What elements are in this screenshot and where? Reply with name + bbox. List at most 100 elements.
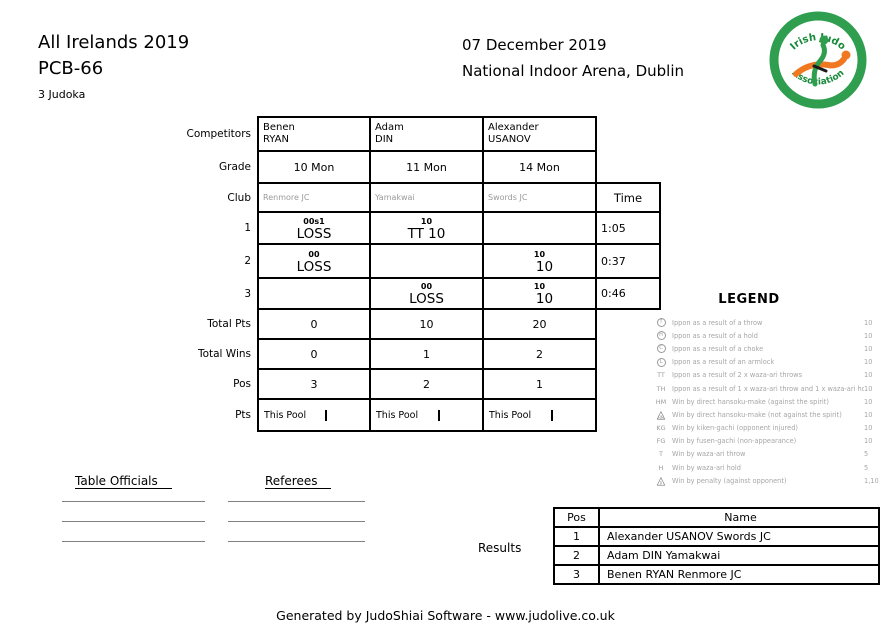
signature-line — [62, 521, 205, 522]
grade-2: 11 Mon — [369, 150, 484, 184]
match-3-cell-1 — [257, 277, 371, 310]
match-1-cell-1: 00s1 LOSS — [257, 211, 371, 245]
row-label-match-1: 1 — [244, 222, 251, 234]
legend-item: HM Win by direct hansoku-make (against th… — [650, 395, 890, 408]
row-label-total-wins: Total Wins — [197, 348, 251, 360]
legend-item: H Win by waza-ari hold 5 — [650, 461, 890, 474]
match-1-cell-2: 10 TT 10 — [369, 211, 484, 245]
legend-item: TH Ippon as a result of 1 x waza-ari thro… — [650, 382, 890, 395]
results-header-name: Name — [598, 507, 880, 528]
total-wins-3: 2 — [482, 338, 597, 370]
pts-row: Pts This Pool This Pool This Pool — [186, 398, 660, 432]
legend-item: KG Win by kiken-gachi (opponent injured) 1… — [650, 422, 890, 435]
match-2-time: 0:37 — [595, 243, 661, 279]
ippon-throw-icon: T — [656, 318, 666, 328]
pts-2: This Pool — [369, 398, 484, 432]
match-row-2: 2 00 LOSS 10 10 0:37 — [186, 243, 661, 279]
pos-3: 1 — [482, 368, 597, 400]
row-label-club: Club — [227, 191, 251, 204]
match-1-cell-3 — [482, 211, 597, 245]
grade-3: 14 Mon — [482, 150, 597, 184]
signature-line — [228, 501, 365, 502]
ippon-choke-icon: C — [656, 344, 666, 354]
total-pts-3: 20 — [482, 308, 597, 340]
pool-table: Competitors Benen RYAN Adam DIN Alexander U… — [186, 116, 661, 432]
event-date: 07 December 2019 — [462, 36, 607, 54]
legend-item: L Ippon as a result of an armlock 10 — [650, 356, 890, 369]
throw-hold-symbol: TH — [656, 384, 666, 393]
match-row-1: 1 00s1 LOSS 10 TT 10 1:05 — [186, 211, 661, 245]
competitor-name-3: Alexander USANOV — [482, 116, 597, 152]
match-1-time: 1:05 — [595, 211, 661, 245]
grade-row: Grade 10 Mon 11 Mon 14 Mon — [186, 150, 660, 184]
fusen-gachi-symbol: FG — [656, 437, 666, 446]
legend-item: H Ippon as a result of a hold 10 — [650, 329, 890, 342]
pos-1: 3 — [257, 368, 371, 400]
page-title: All Irelands 2019 — [38, 32, 190, 53]
club-1: Renmore JC — [257, 182, 371, 213]
competitors-row: Competitors Benen RYAN Adam DIN Alexander U… — [186, 116, 660, 152]
total-wins-1: 0 — [257, 338, 371, 370]
match-2-cell-2 — [369, 243, 484, 279]
legend: LEGEND T Ippon as a result of a throw 10 H… — [650, 292, 890, 487]
row-label-competitors: Competitors — [186, 128, 251, 140]
signature-line — [228, 521, 365, 522]
results-row-3: 3 Benen RYAN Renmore JC — [553, 564, 880, 585]
legend-item: FG Win by fusen-gachi (non-appearance) 10 — [650, 435, 890, 448]
club-row: Club Renmore JC Yamakwai Swords JC Time — [186, 182, 661, 213]
hansoku-make-symbol: HM — [655, 397, 667, 406]
total-pts-row: Total Pts 0 10 20 — [186, 308, 660, 340]
legend-item: C Ippon as a result of a choke 10 — [650, 342, 890, 355]
ippon-armlock-icon: L — [656, 357, 666, 367]
event-venue: National Indoor Arena, Dublin — [462, 62, 684, 80]
kiken-gachi-symbol: KG — [656, 424, 666, 433]
grade-1: 10 Mon — [257, 150, 371, 184]
row-label-match-3: 3 — [244, 287, 251, 300]
match-2-cell-1: 00 LOSS — [257, 243, 371, 279]
row-label-total-pts: Total Pts — [207, 318, 251, 330]
hold-square-icon — [525, 296, 534, 304]
row-label-pos: Pos — [233, 378, 251, 390]
ippon-hold-icon: H — [656, 331, 666, 341]
pts-1: This Pool — [257, 398, 371, 432]
results-row-1: 1 Alexander USANOV Swords JC — [553, 526, 880, 547]
signature-line — [62, 501, 205, 502]
hold-square-icon — [525, 263, 534, 272]
total-pts-1: 0 — [257, 308, 371, 340]
penalty-triangle-icon: △ P — [656, 473, 666, 487]
footer-credit: Generated by JudoShiai Software - www.ju… — [276, 608, 615, 623]
waza-ari-hold-symbol: H — [658, 463, 664, 472]
total-pts-2: 10 — [369, 308, 484, 340]
waza-ari-throw-symbol: T — [659, 450, 663, 459]
category-title: PCB-66 — [38, 58, 104, 79]
time-column-header: Time — [595, 182, 661, 213]
pos-2: 2 — [369, 368, 484, 400]
pts-3: This Pool — [482, 398, 597, 432]
match-row-3: 3 00 LOSS 10 10 0:46 — [186, 277, 661, 310]
irish-judo-association-logo-icon: Irish Judo Association — [769, 11, 867, 109]
results-header-pos: Pos — [553, 507, 600, 528]
match-3-time: 0:46 — [595, 277, 661, 310]
legend-title: LEGEND — [718, 292, 780, 307]
legend-item: T Ippon as a result of a throw 10 — [650, 316, 890, 329]
row-label-grade: Grade — [218, 161, 251, 173]
row-label-pts: Pts — [235, 409, 251, 421]
hansoku-make-triangle-icon: △ HM — [656, 407, 666, 421]
signature-line — [62, 541, 205, 542]
match-3-cell-2: 00 LOSS — [369, 277, 484, 310]
match-2-cell-3: 10 10 — [482, 243, 597, 279]
legend-item: T Win by waza-ari throw 5 — [650, 448, 890, 461]
competitor-name-2: Adam DIN — [369, 116, 484, 152]
legend-item: △ HM Win by direct hansoku-make (not again… — [650, 408, 890, 421]
row-label-match-2: 2 — [244, 255, 251, 267]
total-wins-2: 1 — [369, 338, 484, 370]
club-3: Swords JC — [482, 182, 597, 213]
legend-item: △ P Win by penalty (against opponent) 1,10 — [650, 474, 890, 487]
legend-item: TT Ippon as a result of 2 x waza-ari thro… — [650, 369, 890, 382]
competitor-name-1: Benen RYAN — [257, 116, 371, 152]
two-waza-ari-symbol: TT — [657, 371, 665, 380]
judo-figures-icon — [793, 35, 851, 87]
total-wins-row: Total Wins 0 1 2 — [186, 338, 660, 370]
club-2: Yamakwai — [369, 182, 484, 213]
match-3-cell-3: 10 10 — [482, 277, 597, 310]
